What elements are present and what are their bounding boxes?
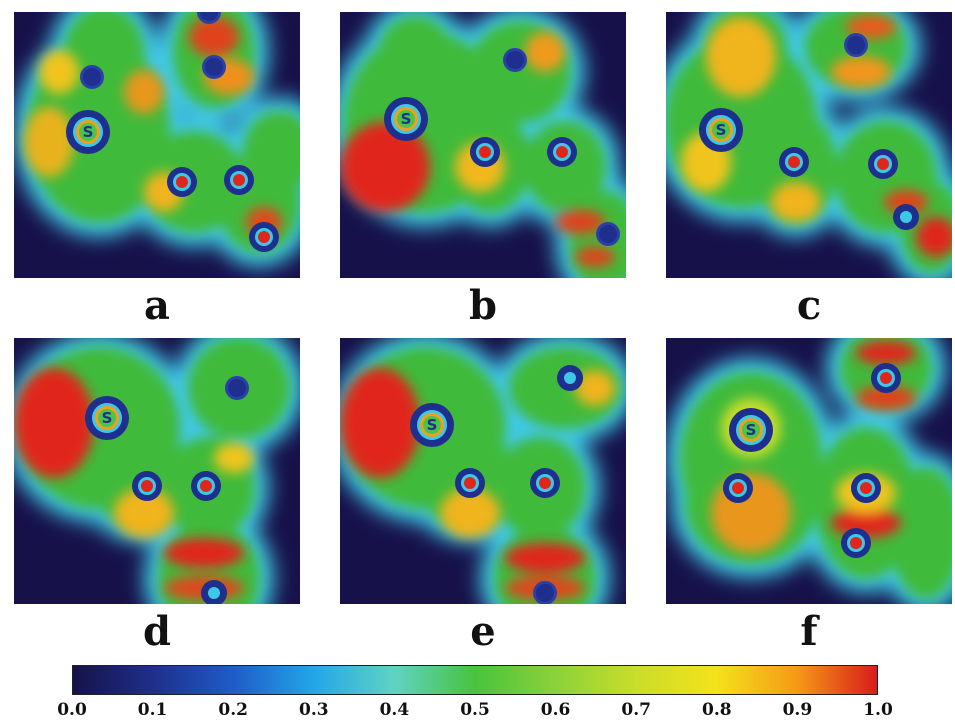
elf-map-a: S [14, 12, 300, 278]
elf-map-panel-f: S [666, 338, 952, 604]
colorbar-tick-label: 0.9 [782, 700, 813, 720]
atom-center [844, 33, 868, 57]
panel-label-c: c [796, 282, 822, 329]
sulfur-label: S [427, 416, 438, 434]
atom-center [80, 65, 104, 89]
sulfur-atom: S [699, 108, 743, 152]
atom-center [530, 468, 560, 498]
atom-center [533, 581, 557, 604]
panel-label-e: e [470, 608, 496, 655]
atom-center [893, 204, 919, 230]
atom-center [249, 222, 279, 252]
atom-center [132, 471, 162, 501]
colorbar-tick-label: 0.3 [299, 700, 329, 720]
atom-center [871, 363, 901, 393]
sulfur-atom: S [66, 110, 110, 154]
colorbar-tick-label: 0.8 [702, 700, 732, 720]
elf-map-panel-a: S [14, 12, 300, 278]
atom-center [841, 528, 871, 558]
atom-center [503, 48, 527, 72]
elf-map-panel-d: S [14, 338, 300, 604]
atom-center [201, 580, 227, 604]
colorbar-tick-label: 0.2 [218, 700, 248, 720]
sulfur-atom: S [729, 408, 773, 452]
colorbar-tick-label: 0.1 [137, 700, 168, 720]
colorbar-tick-label: 0.5 [460, 700, 490, 720]
atom-center [191, 471, 221, 501]
atom-center [455, 468, 485, 498]
elf-map-c: S [666, 12, 952, 278]
elf-map-panel-c: S [666, 12, 952, 278]
sulfur-atom: S [85, 396, 129, 440]
atom-center [596, 222, 620, 246]
panel-label-a: a [144, 282, 170, 329]
atom-center [723, 473, 753, 503]
atom-center [868, 149, 898, 179]
sulfur-label: S [401, 110, 412, 128]
sulfur-label: S [102, 409, 113, 427]
elf-map-e: S [340, 338, 626, 604]
atom-center [202, 55, 226, 79]
panel-label-d: d [143, 608, 171, 655]
atom-center [224, 165, 254, 195]
colorbar-tick-label: 0.7 [621, 700, 651, 720]
sulfur-label: S [716, 121, 727, 139]
colorbar [72, 665, 878, 695]
elf-map-f: S [666, 338, 952, 604]
atom-center [779, 147, 809, 177]
colorbar-tick-label: 0.0 [57, 700, 87, 720]
sulfur-atom: S [384, 97, 428, 141]
atom-center [557, 365, 583, 391]
colorbar-tick-label: 0.4 [379, 700, 410, 720]
colorbar-tick-label: 0.6 [540, 700, 571, 720]
sulfur-atom: S [410, 403, 454, 447]
elf-map-panel-e: S [340, 338, 626, 604]
atom-center [167, 167, 197, 197]
colorbar-tick-label: 1.0 [863, 700, 893, 720]
atom-center [197, 12, 221, 24]
atom-center [851, 473, 881, 503]
atom-center [225, 376, 249, 400]
elf-map-b: S [340, 12, 626, 278]
atom-center [470, 137, 500, 167]
atom-center [547, 137, 577, 167]
elf-map-panel-b: S [340, 12, 626, 278]
sulfur-label: S [83, 123, 94, 141]
elf-map-d: S [14, 338, 300, 604]
panel-label-b: b [469, 282, 497, 329]
panel-label-f: f [800, 608, 818, 655]
sulfur-label: S [746, 421, 757, 439]
